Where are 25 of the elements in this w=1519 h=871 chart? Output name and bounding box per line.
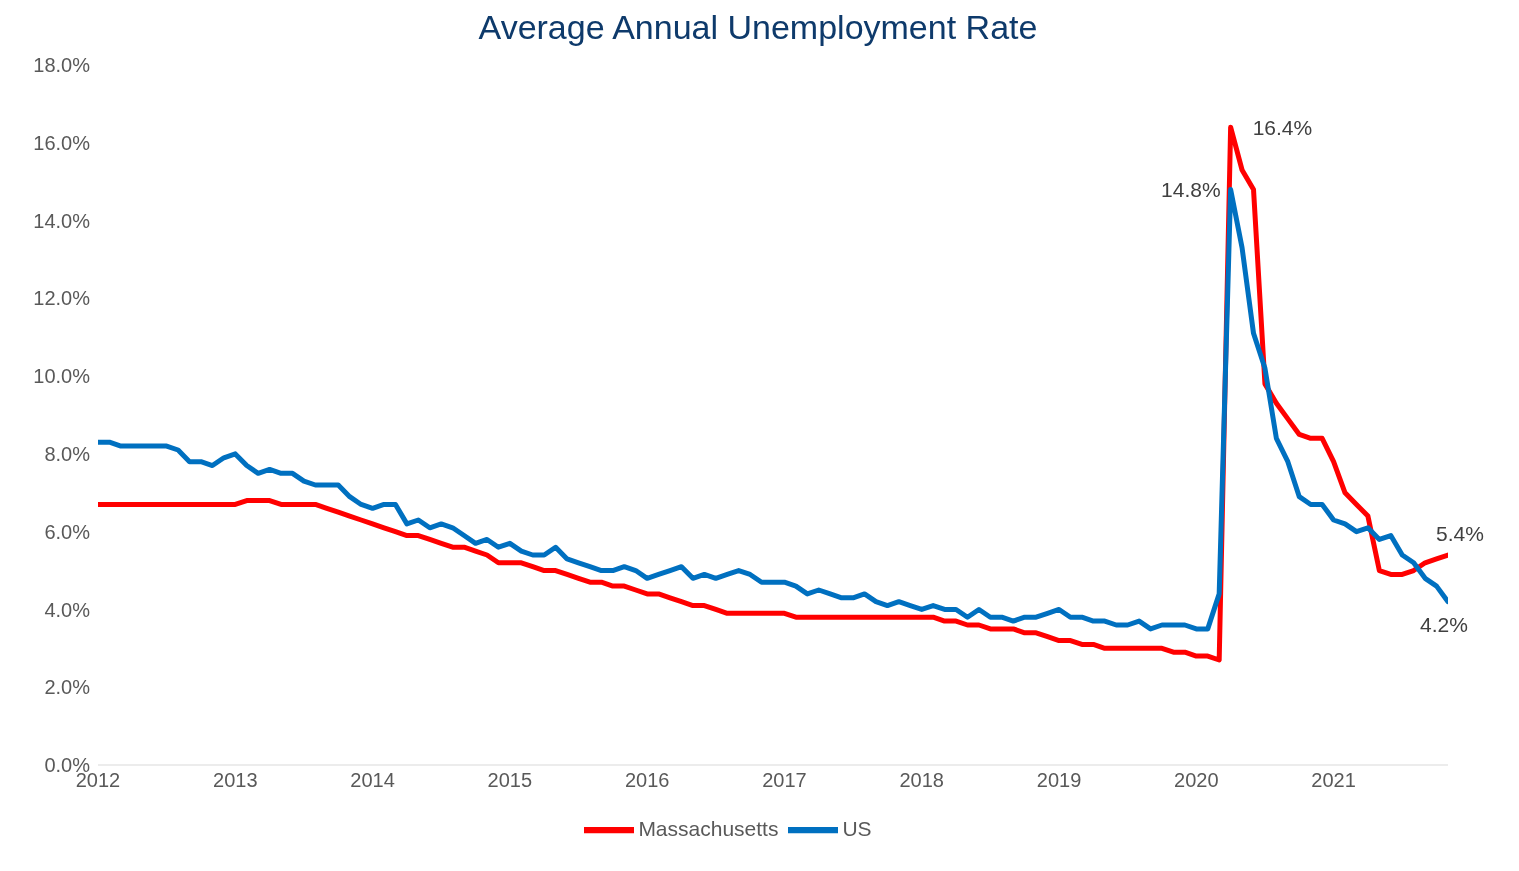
y-tick-label: 12.0%: [33, 287, 91, 310]
y-tick-label: 2.0%: [44, 676, 91, 699]
data-label: 16.4%: [1252, 116, 1313, 140]
y-tick-label: 10.0%: [33, 365, 91, 388]
x-tick-label: 2019: [1036, 769, 1082, 792]
y-tick-label: 8.0%: [44, 442, 91, 465]
chart-title: Average Annual Unemployment Rate: [477, 8, 1039, 47]
y-tick-label: 4.0%: [44, 598, 91, 621]
x-tick-label: 2017: [762, 769, 807, 792]
x-tick-label: 2014: [350, 769, 395, 792]
data-label: 4.2%: [1420, 612, 1468, 636]
y-tick-label: 14.0%: [33, 209, 91, 232]
x-tick-label: 2015: [487, 769, 533, 792]
data-label: 14.8%: [1161, 178, 1221, 202]
x-tick-label: 2020: [1174, 769, 1219, 792]
data-label: 5.4%: [1436, 522, 1484, 545]
y-tick-label: 18.0%: [33, 54, 91, 77]
legend-label: Massachusetts: [638, 816, 779, 840]
y-tick-label: 6.0%: [44, 520, 91, 543]
y-tick-label: 16.0%: [33, 131, 91, 154]
x-tick-label: 2021: [1311, 769, 1356, 792]
x-tick-label: 2016: [624, 769, 670, 792]
x-tick-label: 2018: [899, 769, 944, 792]
x-tick-label: 2013: [213, 769, 258, 792]
legend-label: US: [842, 816, 872, 840]
